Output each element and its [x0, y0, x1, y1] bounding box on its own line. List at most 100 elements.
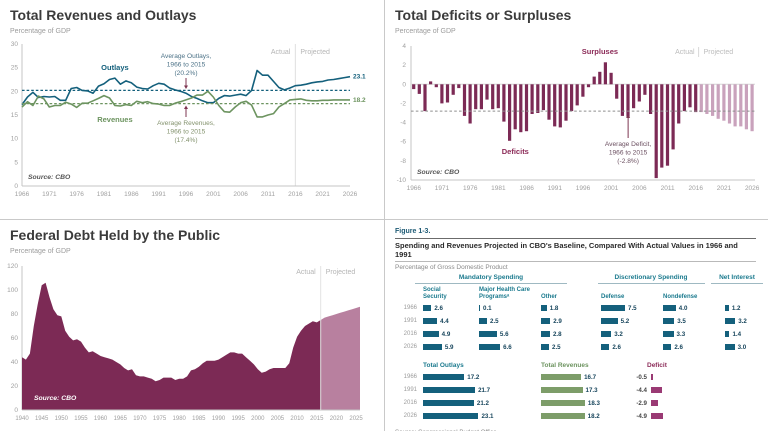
deficit-bar [530, 84, 534, 114]
total-outlays-bar [423, 374, 465, 380]
value-label: 0.1 [483, 305, 492, 312]
x-tick-label: 2016 [288, 191, 303, 198]
deficit-bar [485, 84, 489, 100]
group-header-net-interest: Net Interest [719, 274, 755, 281]
x-tick-label: 2010 [290, 416, 304, 422]
value-bar [541, 331, 550, 337]
value-label: 2.9 [553, 318, 562, 325]
deficit-bar [491, 84, 495, 110]
x-tick-label: 1965 [114, 416, 128, 422]
x-tick-label: 1966 [15, 191, 30, 198]
x-tick-label: 1976 [69, 191, 84, 198]
deficit-bar [649, 84, 653, 114]
value-label: 4.4 [440, 318, 449, 325]
x-tick-label: 1980 [173, 416, 187, 422]
x-tick-label: 1960 [94, 416, 108, 422]
total-revenues-bar [541, 400, 585, 406]
deficit-bar [665, 84, 670, 166]
total-revenues-bar [541, 374, 582, 380]
y-tick-label: 15 [11, 112, 19, 119]
deficit-bar [553, 84, 557, 127]
deficit-value: -0.5 [636, 374, 647, 381]
x-tick-label: 2011 [261, 191, 275, 198]
y-tick-label: 40 [11, 359, 19, 366]
deficit-bar [423, 84, 427, 112]
deficit-value: -4.4 [636, 387, 647, 394]
deficit-bar [429, 81, 433, 85]
deficit-bar [502, 84, 506, 122]
total-revenues-value: 18.2 [587, 413, 600, 420]
y-tick-label: 25 [11, 65, 19, 72]
value-bar [601, 305, 625, 311]
value-bar [601, 331, 612, 337]
total-outlays-bar [423, 413, 479, 419]
source-note: Source: CBO [34, 395, 77, 402]
deficit-bar [586, 84, 591, 88]
x-tick-label: 2001 [206, 191, 221, 198]
x-tick-label: 2015 [310, 416, 324, 422]
row-year-label: 2026 [403, 413, 417, 419]
x-tick-label: 1955 [74, 416, 88, 422]
y-tick-label: 20 [11, 88, 19, 95]
deficit-bar [564, 84, 568, 121]
deficit-bar [513, 84, 517, 130]
deficit-bar [457, 84, 461, 89]
deficit-bar [637, 84, 641, 102]
y-tick-label: -2 [400, 100, 406, 107]
row-year-label: 2026 [403, 344, 417, 350]
federal-debt-panel: Federal Debt Held by the Public Percenta… [0, 220, 384, 431]
x-tick-label: 1996 [576, 185, 591, 192]
value-bar [725, 318, 736, 324]
y-tick-label: 4 [402, 43, 406, 50]
total-revenues-value: 18.3 [587, 400, 600, 407]
value-label: 1.4 [732, 331, 742, 338]
x-tick-label: 2005 [271, 416, 285, 422]
deficit-bar [609, 72, 613, 85]
value-label: 2.5 [552, 344, 561, 351]
group-underline [598, 283, 705, 284]
deficit-bar [592, 76, 596, 85]
end-value-label: 18.2 [353, 97, 366, 104]
y-tick-label: 60 [11, 335, 19, 342]
x-tick-label: 1971 [435, 185, 450, 192]
divider [395, 261, 756, 262]
annotation-line: (20.2%) [174, 70, 197, 77]
actual-label: Actual [296, 269, 316, 276]
y-tick-label: 120 [7, 263, 18, 270]
deficit-bar [445, 84, 450, 103]
deficit-bar [536, 84, 540, 113]
x-tick-label: 2026 [343, 191, 358, 198]
deficit-bar [451, 84, 455, 95]
value-label: 3.5 [677, 318, 686, 325]
row-year-label: 2016 [403, 331, 417, 337]
y-tick-label: 0 [402, 81, 406, 88]
deficit-bar [651, 374, 653, 380]
value-label: 6.6 [503, 344, 512, 351]
x-tick-label: 1985 [192, 416, 206, 422]
deficit-value: -2.9 [636, 400, 647, 407]
column-header: Nondefense [663, 294, 698, 300]
annotation-line: Average Revenues, [157, 120, 215, 127]
deficit-bar [711, 84, 715, 116]
value-bar [423, 305, 432, 311]
deficit-bar [739, 84, 743, 127]
x-tick-label: 1966 [407, 185, 422, 192]
x-tick-label: 1990 [212, 416, 226, 422]
y-tick-label: 10 [11, 136, 19, 143]
annotation-line: Average Deficit, [605, 141, 652, 148]
total-revenues-bar [541, 387, 583, 393]
total-outlays-value: 17.2 [467, 374, 480, 381]
deficit-bar [660, 84, 664, 168]
x-tick-label: 2011 [661, 185, 675, 192]
column-header: Other [541, 294, 558, 300]
x-tick-label: 1995 [231, 416, 245, 422]
x-tick-label: 1991 [548, 185, 563, 192]
row-year-label: 1966 [403, 305, 417, 311]
y-tick-label: 0 [14, 183, 18, 190]
figure-1-3-panel: Figure 1-3. Spending and Revenues Projec… [385, 220, 768, 431]
deficit-bar [479, 84, 483, 110]
deficit-bar [547, 84, 551, 120]
x-tick-label: 1981 [491, 185, 506, 192]
x-tick-label: 2001 [604, 185, 619, 192]
figure-title: Spending and Revenues Projected in CBO's… [395, 241, 738, 259]
